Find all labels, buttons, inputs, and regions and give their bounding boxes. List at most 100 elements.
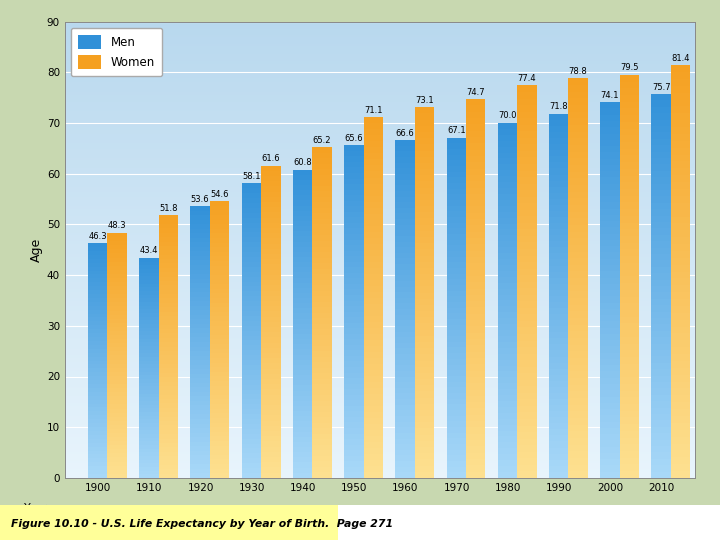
Bar: [568, 464, 588, 471]
Bar: [261, 171, 281, 176]
Bar: [158, 426, 178, 430]
Bar: [190, 288, 210, 292]
Bar: [568, 305, 588, 312]
Bar: [415, 447, 434, 453]
Bar: [65, 175, 695, 177]
Bar: [466, 288, 485, 295]
Bar: [65, 417, 695, 418]
Bar: [65, 174, 695, 175]
Bar: [517, 230, 536, 236]
Bar: [65, 29, 695, 31]
Bar: [65, 122, 695, 124]
Bar: [671, 196, 690, 202]
Bar: [242, 242, 261, 247]
Bar: [415, 385, 434, 392]
Bar: [466, 238, 485, 245]
Bar: [549, 332, 568, 339]
Bar: [293, 472, 312, 478]
Bar: [620, 397, 639, 404]
Bar: [293, 427, 312, 431]
Bar: [549, 356, 568, 363]
Bar: [620, 290, 639, 296]
Bar: [600, 114, 620, 121]
Bar: [395, 168, 415, 174]
Bar: [652, 190, 671, 197]
Bar: [139, 346, 158, 349]
Bar: [568, 358, 588, 365]
Bar: [242, 365, 261, 370]
Bar: [65, 57, 695, 58]
Bar: [415, 200, 434, 206]
Text: 73.1: 73.1: [415, 96, 433, 105]
Bar: [65, 202, 695, 204]
Bar: [498, 372, 517, 377]
Bar: [395, 157, 415, 163]
Bar: [65, 463, 695, 464]
Bar: [568, 112, 588, 118]
Bar: [620, 337, 639, 343]
Bar: [312, 434, 332, 440]
Bar: [364, 418, 383, 424]
Bar: [65, 93, 695, 94]
Bar: [139, 357, 158, 361]
Bar: [65, 325, 695, 326]
Bar: [395, 332, 415, 337]
Bar: [498, 123, 517, 129]
Bar: [498, 354, 517, 360]
Bar: [293, 380, 312, 386]
Bar: [210, 349, 230, 353]
Bar: [158, 220, 178, 224]
Bar: [293, 421, 312, 427]
Bar: [517, 373, 536, 380]
Bar: [65, 113, 695, 114]
Bar: [242, 184, 261, 188]
Bar: [158, 360, 178, 364]
Bar: [65, 394, 695, 396]
Bar: [210, 390, 230, 395]
Bar: [415, 348, 434, 354]
Bar: [446, 274, 466, 280]
Bar: [415, 206, 434, 212]
Bar: [139, 441, 158, 445]
Bar: [517, 99, 536, 105]
Bar: [242, 316, 261, 321]
Bar: [498, 336, 517, 342]
Text: 58.1: 58.1: [242, 172, 261, 181]
Bar: [568, 392, 588, 398]
Bar: [293, 206, 312, 211]
Bar: [65, 44, 695, 46]
Bar: [671, 450, 690, 457]
Bar: [517, 268, 536, 275]
Bar: [549, 157, 568, 163]
Bar: [312, 428, 332, 434]
Bar: [65, 152, 695, 154]
Bar: [293, 180, 312, 185]
Bar: [65, 264, 695, 265]
Bar: [107, 404, 127, 409]
Bar: [190, 265, 210, 269]
Bar: [312, 313, 332, 318]
Bar: [65, 312, 695, 314]
Bar: [600, 234, 620, 240]
Bar: [652, 113, 671, 120]
Bar: [568, 85, 588, 92]
Bar: [190, 469, 210, 474]
Bar: [65, 111, 695, 113]
Bar: [65, 215, 695, 217]
Bar: [344, 383, 364, 389]
Bar: [210, 469, 230, 473]
Bar: [65, 227, 695, 228]
Bar: [158, 434, 178, 438]
Bar: [242, 193, 261, 198]
Bar: [446, 200, 466, 206]
Bar: [107, 319, 127, 323]
Bar: [620, 209, 639, 216]
Bar: [364, 394, 383, 400]
Bar: [242, 473, 261, 478]
Bar: [190, 406, 210, 410]
Text: 79.5: 79.5: [620, 63, 639, 72]
Bar: [652, 248, 671, 254]
Bar: [364, 141, 383, 147]
Bar: [600, 396, 620, 403]
Bar: [517, 393, 536, 400]
